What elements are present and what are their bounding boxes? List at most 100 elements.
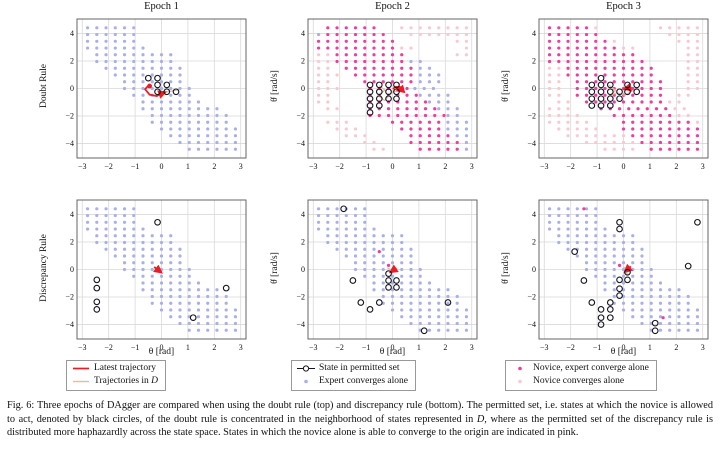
novice-dot [335, 120, 339, 124]
expert-dot [594, 213, 598, 218]
expert-dot [224, 301, 228, 305]
novice-expert-dot [584, 100, 589, 104]
novice-expert-dot [437, 140, 441, 145]
expert-dot [603, 240, 607, 245]
y-tick-label: −2 [65, 293, 74, 302]
expert-dot [455, 301, 459, 305]
x-tick-label: −3 [540, 162, 549, 171]
legend-box-states: State in permitted set Expert converges … [291, 360, 416, 391]
x-tick-label: 0 [160, 162, 164, 171]
expert-dot [640, 294, 644, 299]
novice-expert-dot [363, 32, 367, 37]
expert-dot [400, 240, 404, 245]
expert-dot [427, 294, 432, 299]
expert-dot [455, 134, 459, 138]
x-tick-label: −2 [335, 343, 344, 352]
expert-dot [150, 267, 154, 272]
novice-expert-dot [414, 100, 418, 104]
expert-dot [169, 113, 173, 118]
expert-dot [658, 294, 663, 299]
expert-dot [446, 100, 450, 104]
novice-expert-dot [372, 39, 376, 43]
expert-dot [113, 213, 117, 218]
novice-expert-dot [405, 93, 409, 97]
novice-expert-dot [575, 26, 579, 30]
novice-expert-dot [326, 46, 330, 50]
novice-expert-dot [649, 66, 653, 70]
novice-dot [575, 113, 579, 118]
expert-dot [196, 113, 201, 118]
expert-dot [169, 93, 173, 97]
expert-dot [427, 281, 432, 285]
expert-dot [409, 261, 413, 265]
novice-expert-dot [603, 100, 607, 104]
expert-dot [178, 127, 182, 131]
expert-dot [113, 32, 117, 37]
expert-dot [418, 288, 422, 292]
expert-dot [224, 315, 228, 319]
expert-dot [437, 328, 441, 332]
plot-title-epoch-1: Epoch 1 [144, 1, 179, 12]
novice-expert-dot [372, 59, 376, 64]
expert-dot [132, 227, 136, 231]
novice-dot [594, 127, 598, 131]
permitted-state-circle [597, 306, 605, 313]
expert-dot [437, 294, 441, 299]
plot-canvas-discrepancy-epoch-1: −4 −2 0 2 4 −3 −2 −1 0 1 2 3 [65, 199, 247, 352]
y-tick-label: −2 [527, 293, 536, 302]
novice-expert-dot [575, 59, 579, 64]
expert-dot [584, 234, 589, 238]
novice-expert-dot [390, 46, 395, 50]
expert-dot [196, 288, 201, 292]
expert-dot [409, 294, 413, 299]
novice-expert-dot [372, 73, 376, 77]
plot-canvas-discrepancy-epoch-2: −4 −2 0 2 4 −3 −2 −1 0 1 2 3 [296, 199, 478, 352]
expert-dot [104, 240, 108, 245]
expert-dot [150, 107, 154, 111]
expert-dot [695, 321, 700, 326]
expert-dot [437, 100, 441, 104]
expert-dot [418, 80, 422, 84]
expert-dot [159, 73, 164, 77]
expert-dot [104, 227, 108, 231]
novice-expert-dot [547, 39, 552, 43]
expert-dot [400, 254, 404, 258]
expert-dot [353, 227, 358, 231]
novice-dot [353, 127, 358, 131]
novice-expert-dot [584, 73, 589, 77]
expert-dot [381, 294, 385, 299]
expert-dot [326, 234, 330, 238]
plot-title-epoch-3: Epoch 3 [606, 1, 641, 12]
expert-dot [631, 294, 635, 299]
novice-expert-dot [658, 100, 663, 104]
expert-dot [104, 39, 108, 43]
novice-expert-dot [664, 107, 668, 111]
x-tick-label: −1 [593, 343, 602, 352]
expert-dot [178, 107, 182, 111]
y-tick-label: 4 [532, 29, 536, 38]
novice-expert-dot [414, 93, 418, 97]
expert-dot [326, 207, 330, 211]
expert-dot [187, 113, 191, 118]
novice-expert-dot [631, 59, 635, 64]
x-tick-label: −3 [78, 343, 87, 352]
expert-dot [187, 147, 191, 151]
expert-dot [122, 254, 127, 258]
expert-dot [132, 86, 136, 91]
novice-dot [326, 59, 330, 64]
expert-dot [178, 247, 182, 251]
permitted-state-circle [616, 218, 623, 226]
novice-dot [621, 46, 626, 50]
novice-dot [686, 26, 690, 30]
novice-dot [621, 140, 626, 145]
novice-dot [686, 39, 690, 43]
expert-dot [206, 328, 210, 332]
novice-expert-dot [423, 107, 428, 111]
y-tick-label: 2 [532, 57, 536, 66]
expert-dot [631, 315, 635, 319]
expert-dot [400, 315, 404, 319]
expert-dot [141, 267, 145, 272]
expert-dot [446, 127, 450, 131]
permitted-state-circle [616, 88, 623, 96]
novice-expert-dot [640, 120, 644, 124]
